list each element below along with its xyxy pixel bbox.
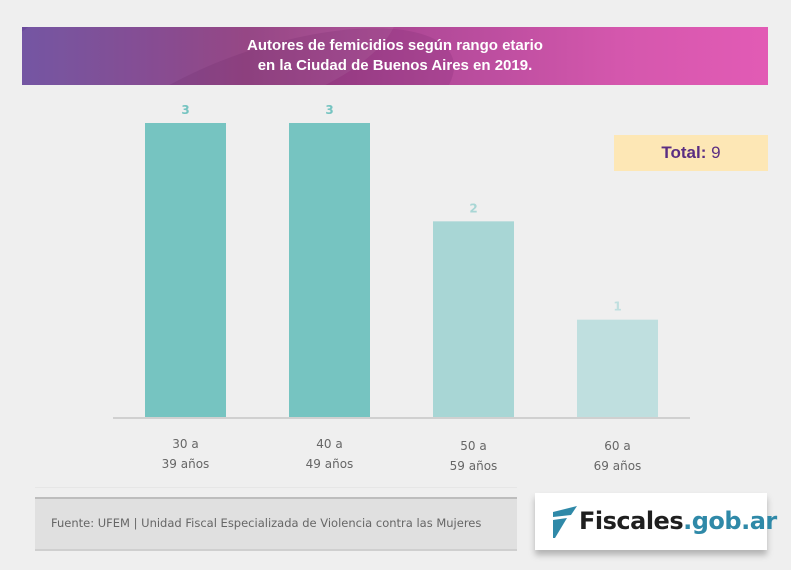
logo-text-blue: .gob.ar bbox=[683, 507, 777, 535]
total-value: 9 bbox=[711, 143, 721, 162]
chart-title: Autores de femicidios según rango etario… bbox=[22, 36, 768, 76]
data-label-1: 3 bbox=[325, 103, 333, 117]
bar-2 bbox=[433, 221, 514, 418]
source-bar: Fuente: UFEM | Unidad Fiscal Especializa… bbox=[35, 487, 517, 551]
fiscales-f-icon bbox=[553, 506, 577, 538]
fiscales-logo: Fiscales.gob.ar bbox=[535, 493, 777, 550]
chart-title-line2: en la Ciudad de Buenos Aires en 2019. bbox=[257, 57, 533, 74]
category-label-3-line2: 69 años bbox=[594, 459, 642, 473]
category-label-1-line2: 49 años bbox=[306, 457, 354, 471]
bar-chart: 3 30 a 39 años 3 40 a 49 años 2 50 a 59 años 1 60 … bbox=[113, 103, 690, 473]
logo-text: Fiscales.gob.ar bbox=[579, 506, 777, 536]
total-label: Total: bbox=[661, 143, 707, 162]
title-banner: Autores de femicidios según rango etario… bbox=[22, 27, 768, 85]
category-label-2-line1: 50 a bbox=[460, 439, 486, 453]
bar-3 bbox=[577, 319, 658, 418]
data-label-2: 2 bbox=[469, 201, 477, 215]
category-label-0-line1: 30 a bbox=[172, 437, 198, 451]
bar-0 bbox=[145, 123, 226, 418]
category-label-3-line1: 60 a bbox=[604, 439, 630, 453]
total-badge: Total: 9 bbox=[614, 135, 768, 171]
logo-text-dark: Fiscales bbox=[579, 507, 684, 535]
category-label-1-line1: 40 a bbox=[316, 437, 342, 451]
data-label-3: 1 bbox=[613, 300, 621, 314]
source-text: Fuente: UFEM | Unidad Fiscal Especializa… bbox=[51, 516, 482, 530]
category-label-0-line2: 39 años bbox=[162, 457, 210, 471]
data-label-0: 3 bbox=[181, 103, 189, 117]
category-label-2-line2: 59 años bbox=[450, 459, 498, 473]
bar-1 bbox=[289, 123, 370, 418]
chart-title-line1: Autores de femicidios según rango etario bbox=[247, 37, 543, 54]
divider bbox=[35, 487, 517, 488]
